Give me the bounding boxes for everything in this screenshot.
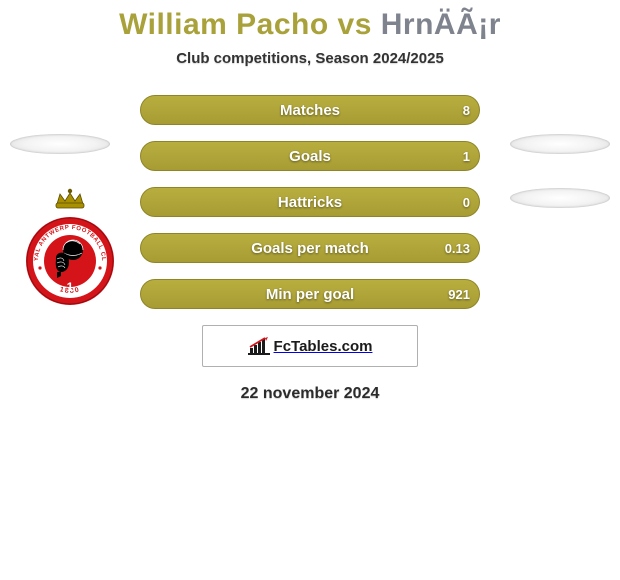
- stat-row: Goals per match0.13: [140, 233, 480, 263]
- stat-bar-left: [140, 279, 480, 309]
- stat-bar-left: [140, 233, 480, 263]
- stat-row: Hattricks0: [140, 187, 480, 217]
- fctables-text: FcTables.com: [274, 338, 373, 355]
- date-label: 22 november 2024: [0, 385, 620, 403]
- fctables-link[interactable]: FcTables.com: [202, 325, 418, 367]
- title-vs: vs: [338, 8, 372, 41]
- badge-number: 1: [67, 280, 74, 294]
- page-title: William Pacho vs HrnÄÃ¡r: [0, 8, 620, 42]
- bar-chart-icon: [248, 337, 270, 355]
- player2-photo-placeholder-1: [510, 134, 610, 154]
- player2-photo-placeholder-2: [510, 188, 610, 208]
- page-root: William Pacho vs HrnÄÃ¡r Club competitio…: [0, 8, 620, 580]
- stat-bar-left: [140, 141, 480, 171]
- stat-bar-left: [140, 187, 480, 217]
- player1-photo-placeholder: [10, 134, 110, 154]
- title-player1: William Pacho: [119, 8, 329, 41]
- stat-row: Matches8: [140, 95, 480, 125]
- stat-row: Goals1: [140, 141, 480, 171]
- subtitle: Club competitions, Season 2024/2025: [0, 50, 620, 67]
- stat-row: Min per goal921: [140, 279, 480, 309]
- stat-bar-left: [140, 95, 480, 125]
- title-player2: HrnÄÃ¡r: [381, 8, 501, 41]
- club-badge: ROYAL ANTWERP FOOTBALL CLUB 1880: [25, 186, 115, 316]
